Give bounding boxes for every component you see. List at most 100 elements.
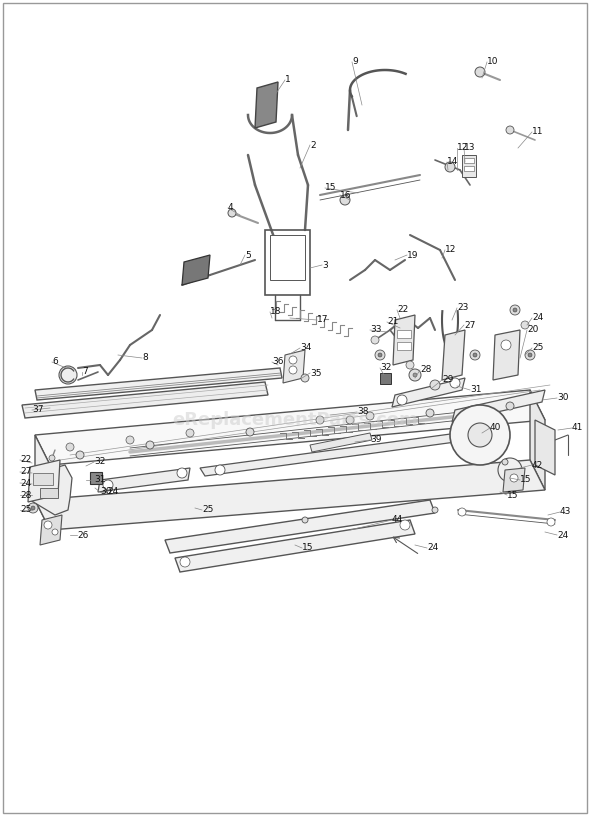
Circle shape [470, 350, 480, 360]
Polygon shape [98, 468, 190, 492]
Text: 38: 38 [357, 407, 369, 416]
Circle shape [177, 468, 187, 478]
Polygon shape [310, 433, 372, 452]
Polygon shape [270, 235, 305, 280]
Text: 4: 4 [228, 203, 234, 212]
Circle shape [430, 380, 440, 390]
Circle shape [371, 336, 379, 344]
Circle shape [186, 429, 194, 437]
Text: 11: 11 [532, 127, 543, 136]
Circle shape [103, 480, 113, 490]
Circle shape [400, 520, 410, 530]
Text: 15: 15 [325, 184, 336, 193]
Text: 44: 44 [392, 516, 403, 525]
Text: 16: 16 [340, 190, 352, 199]
Circle shape [413, 373, 417, 377]
Circle shape [31, 506, 35, 510]
Circle shape [397, 395, 407, 405]
Text: 24: 24 [20, 478, 31, 487]
Text: 31: 31 [94, 476, 106, 485]
Text: 9: 9 [352, 57, 358, 66]
Circle shape [445, 162, 455, 172]
Text: 15: 15 [520, 476, 532, 485]
Text: 30: 30 [100, 487, 112, 496]
Circle shape [507, 487, 513, 493]
Circle shape [215, 465, 225, 475]
Text: 13: 13 [464, 144, 476, 153]
Text: 29: 29 [442, 375, 453, 384]
Polygon shape [530, 390, 545, 490]
Circle shape [426, 409, 434, 417]
Circle shape [458, 508, 466, 516]
Polygon shape [35, 390, 545, 465]
Circle shape [375, 350, 385, 360]
Text: 32: 32 [94, 458, 106, 467]
Circle shape [289, 356, 297, 364]
Text: 31: 31 [470, 385, 481, 394]
Polygon shape [165, 500, 435, 553]
Text: 27: 27 [464, 321, 476, 330]
Circle shape [452, 407, 508, 463]
Text: 33: 33 [370, 326, 382, 335]
Circle shape [525, 350, 535, 360]
Text: 20: 20 [527, 326, 538, 335]
Circle shape [126, 436, 134, 444]
Text: 25: 25 [202, 505, 214, 515]
Text: 24: 24 [532, 313, 543, 322]
Text: 5: 5 [245, 251, 251, 259]
Polygon shape [503, 468, 525, 492]
Text: 25: 25 [532, 344, 543, 353]
Text: 21: 21 [387, 317, 398, 326]
Circle shape [302, 517, 308, 523]
Circle shape [28, 503, 38, 513]
Circle shape [506, 126, 514, 134]
Circle shape [316, 416, 324, 424]
Bar [462, 155, 476, 177]
Polygon shape [40, 515, 62, 545]
Circle shape [547, 518, 555, 526]
Polygon shape [35, 460, 545, 530]
Circle shape [66, 443, 74, 451]
Bar [397, 342, 411, 350]
Text: 7: 7 [82, 367, 88, 376]
Text: 26: 26 [77, 530, 88, 539]
Circle shape [450, 378, 460, 388]
Circle shape [76, 451, 84, 459]
Circle shape [501, 340, 511, 350]
Polygon shape [283, 350, 305, 383]
Text: 3: 3 [322, 260, 328, 269]
Text: 30: 30 [557, 393, 569, 402]
Circle shape [502, 459, 508, 465]
Text: 37: 37 [32, 406, 44, 415]
Bar [380, 373, 391, 384]
Text: 24: 24 [557, 530, 568, 539]
Polygon shape [28, 460, 60, 502]
Text: 42: 42 [532, 460, 543, 469]
Text: 27: 27 [20, 468, 31, 477]
Circle shape [498, 458, 522, 482]
Circle shape [406, 361, 414, 369]
Text: 14: 14 [447, 157, 458, 166]
Polygon shape [452, 390, 545, 422]
Circle shape [301, 374, 309, 382]
Circle shape [473, 353, 477, 357]
Polygon shape [182, 255, 210, 285]
Polygon shape [30, 465, 72, 515]
Circle shape [450, 405, 510, 465]
Circle shape [468, 423, 492, 447]
Bar [464, 166, 474, 171]
Text: 10: 10 [487, 57, 499, 66]
Polygon shape [255, 82, 278, 128]
Circle shape [340, 195, 350, 205]
Circle shape [506, 402, 514, 410]
Text: 25: 25 [20, 505, 31, 515]
Polygon shape [442, 330, 465, 380]
Circle shape [246, 428, 254, 436]
Circle shape [432, 507, 438, 513]
Text: 22: 22 [397, 305, 408, 314]
Circle shape [409, 369, 421, 381]
Text: 19: 19 [407, 251, 418, 259]
Text: 24: 24 [427, 543, 438, 552]
Circle shape [470, 425, 490, 445]
Text: 34: 34 [300, 344, 312, 353]
